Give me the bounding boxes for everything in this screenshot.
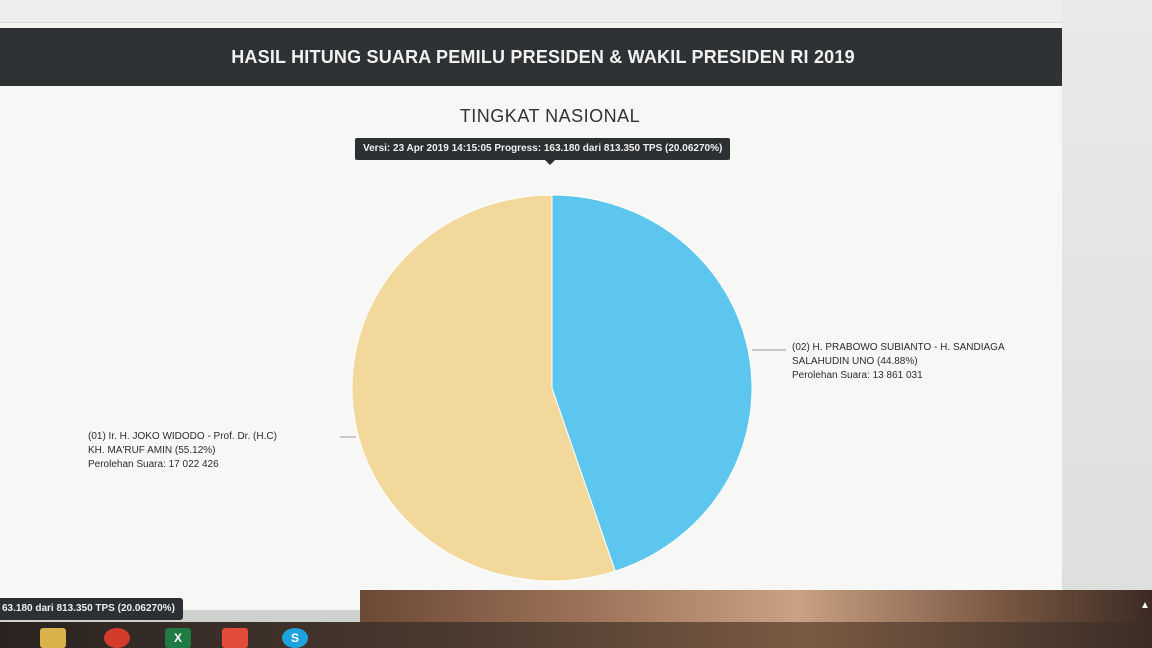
legend-01-line2: KH. MA'RUF AMIN (55.12%) [88,445,216,456]
pie-slice-01[interactable] [351,194,616,582]
taskbar [0,622,1152,648]
chart-subtitle: TINGKAT NASIONAL [459,106,641,126]
legend-paslon-02: (02) H. PRABOWO SUBIANTO - H. SANDIAGA S… [792,341,1032,383]
desk-background [1062,0,1152,648]
pie-chart [340,194,786,582]
chrome-icon[interactable] [104,628,130,648]
legend-02-line1: (02) H. PRABOWO SUBIANTO - H. SANDIAGA [792,342,1005,353]
top-strip [0,0,1062,23]
version-badge: Versi: 23 Apr 2019 14:15:05 Progress: 16… [355,138,731,165]
folder-icon[interactable] [40,628,66,648]
legend-02-line2: SALAHUDIN UNO (44.88%) [792,356,918,367]
legend-02-votes: Perolehan Suara: 13 861 031 [792,370,923,381]
app-icon[interactable] [222,628,248,648]
legend-paslon-01: (01) Ir. H. JOKO WIDODO - Prof. Dr. (H.C… [88,430,338,472]
pie-slice-02[interactable] [551,194,753,572]
progress-tooltip: 63.180 dari 813.350 TPS (20.06270%) [0,598,183,620]
browser-viewport: HASIL HITUNG SUARA PEMILU PRESIDEN & WAK… [0,0,1062,610]
excel-icon[interactable]: X [165,628,191,648]
wallpaper-strip [360,590,1152,626]
skype-icon[interactable]: S [282,628,308,648]
tray-arrow-icon[interactable]: ▲ [1140,600,1150,611]
legend-01-line1: (01) Ir. H. JOKO WIDODO - Prof. Dr. (H.C… [88,431,277,442]
page-title: HASIL HITUNG SUARA PEMILU PRESIDEN & WAK… [231,47,855,67]
legend-01-votes: Perolehan Suara: 17 022 426 [88,459,219,470]
header-bar: HASIL HITUNG SUARA PEMILU PRESIDEN & WAK… [0,28,1062,86]
